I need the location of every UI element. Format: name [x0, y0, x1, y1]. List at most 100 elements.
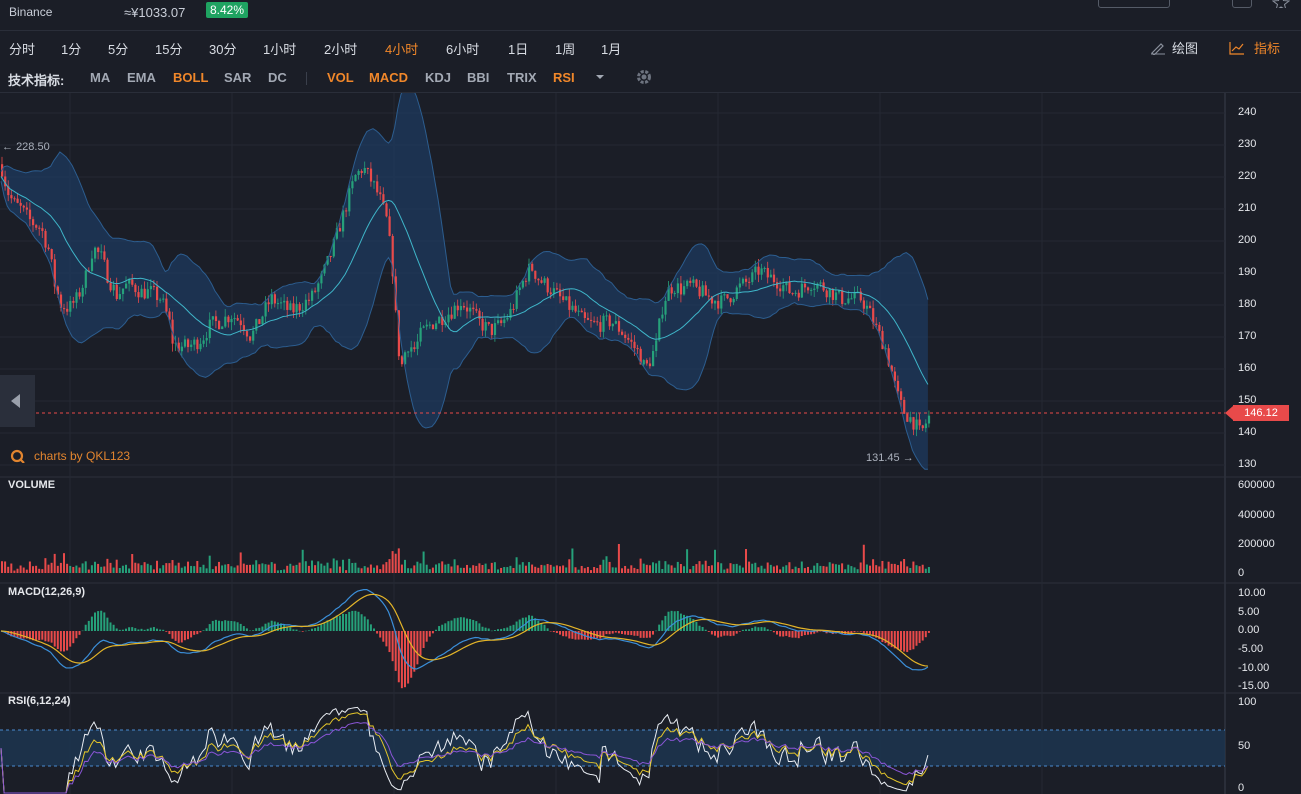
candle-body	[295, 304, 298, 313]
volume-pane-label: VOLUME	[8, 479, 56, 491]
indicator-boll[interactable]: BOLL	[173, 70, 209, 85]
candle-body	[831, 288, 834, 300]
candle-body	[791, 293, 794, 295]
candle-body	[428, 324, 431, 326]
macd-histogram-bar	[131, 627, 134, 631]
macd-histogram-bar	[317, 626, 320, 631]
macd-histogram-bar	[245, 628, 248, 631]
candle-body	[162, 298, 165, 300]
gear-icon[interactable]	[635, 68, 653, 86]
tab-timeframe-4[interactable]: 15分	[155, 42, 183, 57]
volume-bar	[242, 563, 245, 573]
volume-bar	[518, 564, 521, 573]
indicator-ema[interactable]: EMA	[127, 70, 156, 85]
macd-histogram-bar	[450, 620, 453, 631]
indicator-trix[interactable]: TRIX	[507, 70, 537, 85]
volume-bar	[540, 564, 543, 573]
tab-timeframe-10[interactable]: 1日	[508, 42, 529, 57]
macd-histogram-bar	[140, 628, 143, 631]
macd-histogram-bar	[574, 631, 577, 640]
candle-body	[562, 296, 565, 300]
indicator-macd[interactable]: MACD	[369, 70, 408, 85]
macd-histogram-bar	[13, 631, 16, 638]
macd-histogram-bar	[531, 615, 534, 631]
candle-body	[599, 322, 602, 332]
volume-bar	[707, 566, 710, 573]
tab-timeframe-9[interactable]: 6小时	[446, 42, 480, 57]
macd-histogram-bar	[487, 628, 490, 631]
indicator-bbi[interactable]: BBI	[467, 70, 490, 85]
candle-body	[664, 300, 667, 315]
indicator-vol[interactable]: VOL	[327, 70, 354, 85]
macd-histogram-bar	[453, 618, 456, 631]
volume-bar	[453, 559, 456, 573]
tab-timeframe-6[interactable]: 1小时	[263, 42, 297, 57]
chart-svg[interactable]	[0, 93, 1301, 794]
candle-body	[652, 351, 655, 367]
macd-histogram-bar	[924, 631, 927, 638]
settings-button[interactable]	[1098, 0, 1170, 8]
candle-body	[611, 323, 614, 327]
scroll-left-button[interactable]	[0, 375, 35, 427]
indicator-dc[interactable]: DC	[268, 70, 287, 85]
volume-bar	[292, 565, 295, 573]
candle-body	[630, 339, 633, 342]
volume-bar	[22, 567, 25, 573]
candle-body	[528, 263, 531, 282]
tab-timeframe-8[interactable]: 4小时	[385, 42, 419, 57]
candle-body	[307, 299, 311, 301]
candle-body	[404, 352, 407, 365]
macd-histogram-bar	[636, 631, 639, 636]
star-icon[interactable]	[1272, 0, 1290, 8]
macd-histogram-bar	[419, 631, 422, 656]
macd-histogram-bar	[75, 631, 78, 639]
candle-body	[159, 299, 162, 301]
candle-body	[636, 348, 639, 350]
volume-bar	[509, 565, 512, 573]
candle-body	[701, 285, 704, 297]
volume-bar	[382, 564, 385, 573]
candle-body	[819, 282, 822, 284]
indicator-sar[interactable]: SAR	[224, 70, 252, 85]
candle-body	[25, 207, 28, 210]
macd-histogram-bar	[810, 631, 813, 635]
volume-bar	[428, 569, 431, 573]
macd-histogram-bar	[717, 631, 720, 638]
indicator-kdj[interactable]: KDJ	[425, 70, 452, 85]
volume-bar	[738, 565, 741, 573]
macd-histogram-bar	[586, 631, 589, 640]
indicator-rsi[interactable]: RSI	[553, 70, 575, 85]
candle-body	[413, 347, 416, 350]
tab-timeframe-2[interactable]: 1分	[61, 42, 82, 57]
volume-bar	[338, 566, 341, 573]
tab-timeframe-3[interactable]: 5分	[108, 42, 129, 57]
macd-histogram-bar	[692, 619, 695, 631]
tab-timeframe-5[interactable]: 30分	[209, 42, 237, 57]
timeframe-bar: 分时 1分 5分 15分 30分 1小时 2小时 4小时 6小时 1日 1周 1…	[0, 32, 1301, 60]
indicator-ma[interactable]: MA	[90, 70, 111, 85]
volume-bar	[896, 565, 899, 573]
indicator-button[interactable]: 指标	[1229, 38, 1280, 57]
macd-histogram-bar	[400, 631, 403, 689]
draw-button[interactable]: 绘图	[1150, 38, 1198, 57]
chart-area[interactable]: ← 228.50 131.45 → charts by QKL123 146.1…	[0, 93, 1301, 794]
candle-body	[720, 295, 723, 309]
candle-body	[441, 316, 444, 326]
volume-bar	[751, 563, 754, 573]
tab-timeframe-12[interactable]: 1月	[601, 42, 622, 57]
macd-histogram-bar	[335, 615, 338, 631]
volume-bar	[621, 568, 623, 573]
candle-body	[357, 170, 360, 175]
volume-bar	[469, 567, 472, 573]
chevron-down-icon[interactable]	[594, 73, 606, 81]
macd-histogram-bar	[813, 631, 816, 634]
volume-bar	[726, 568, 729, 573]
fullscreen-icon[interactable]	[1232, 0, 1252, 8]
tab-timeframe-11[interactable]: 1周	[555, 42, 576, 57]
tab-timeframe-7[interactable]: 2小时	[324, 42, 358, 57]
macd-histogram-bar	[602, 631, 605, 637]
candle-body	[714, 300, 717, 304]
tab-timeframe-1[interactable]: 分时	[9, 42, 36, 57]
price-axis-label: 210	[1238, 202, 1257, 214]
candle-body	[106, 259, 109, 283]
